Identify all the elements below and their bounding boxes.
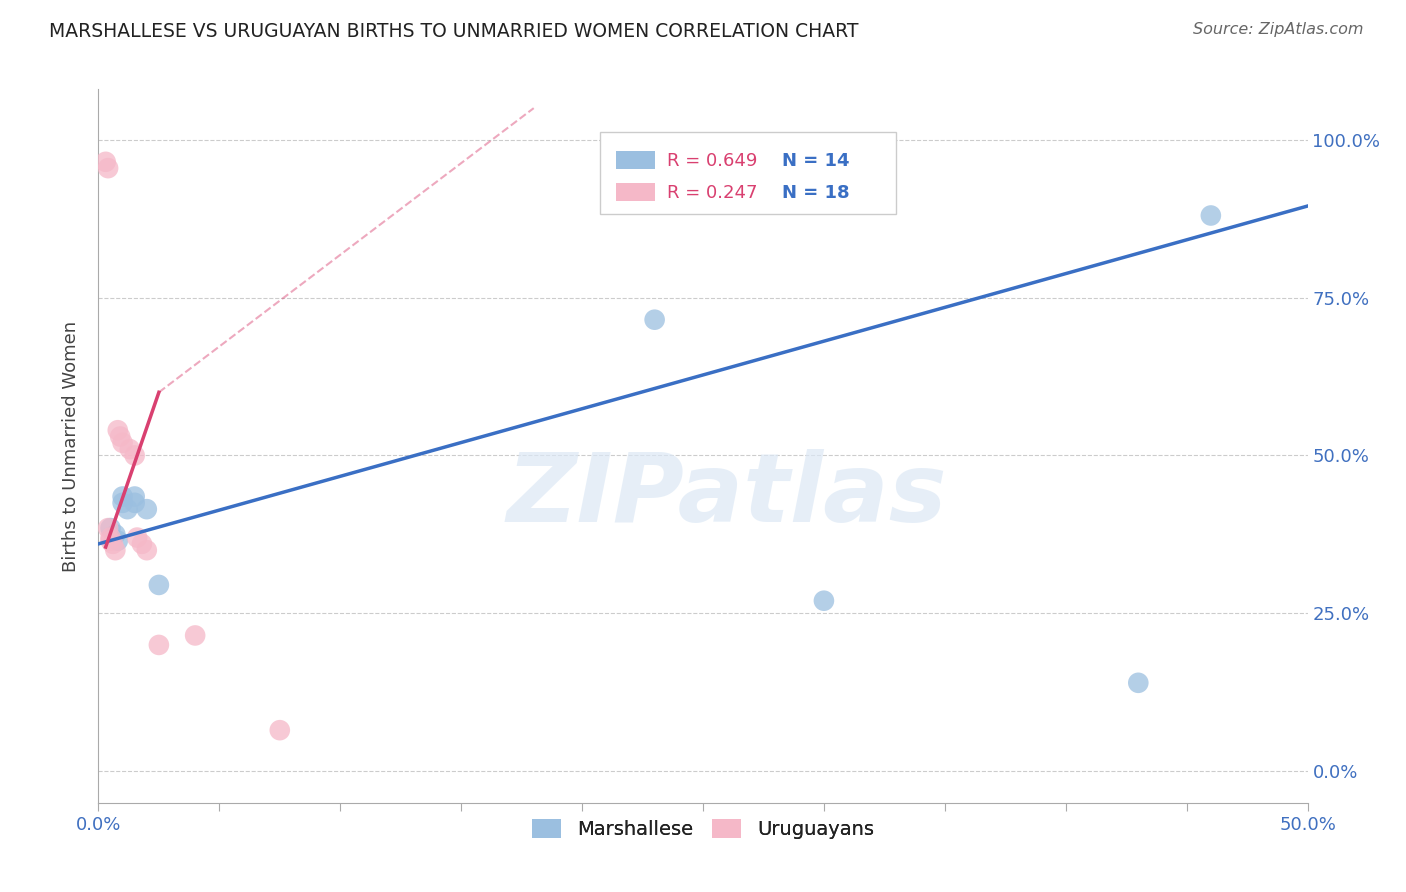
Point — [184, 628, 207, 642]
Point — [104, 543, 127, 558]
Point — [135, 502, 157, 516]
Point — [101, 537, 124, 551]
Point — [644, 312, 666, 326]
Point — [135, 543, 157, 558]
Point — [1128, 675, 1150, 690]
Text: Source: ZipAtlas.com: Source: ZipAtlas.com — [1194, 22, 1364, 37]
Text: R = 0.649: R = 0.649 — [666, 152, 756, 169]
Point — [124, 490, 146, 504]
Text: N = 14: N = 14 — [782, 152, 849, 169]
Point — [118, 442, 141, 457]
Point — [104, 527, 127, 541]
Point — [97, 521, 120, 535]
Point — [100, 531, 122, 545]
Point — [111, 496, 134, 510]
FancyBboxPatch shape — [616, 183, 655, 202]
Point — [108, 429, 131, 443]
Point — [148, 578, 170, 592]
Point — [100, 521, 122, 535]
Point — [813, 593, 835, 607]
FancyBboxPatch shape — [616, 151, 655, 169]
Point — [97, 161, 120, 175]
Point — [111, 490, 134, 504]
Text: R = 0.247: R = 0.247 — [666, 184, 758, 202]
Text: MARSHALLESE VS URUGUAYAN BIRTHS TO UNMARRIED WOMEN CORRELATION CHART: MARSHALLESE VS URUGUAYAN BIRTHS TO UNMAR… — [49, 22, 859, 41]
Point — [148, 638, 170, 652]
Point — [107, 533, 129, 548]
Point — [107, 423, 129, 437]
Point — [117, 502, 139, 516]
Point — [124, 496, 146, 510]
Point — [94, 154, 117, 169]
FancyBboxPatch shape — [600, 132, 897, 214]
Y-axis label: Births to Unmarried Women: Births to Unmarried Women — [62, 320, 80, 572]
Point — [100, 533, 122, 548]
Text: N = 18: N = 18 — [782, 184, 849, 202]
Point — [269, 723, 291, 738]
Point — [127, 531, 149, 545]
Legend: Marshallese, Uruguayans: Marshallese, Uruguayans — [524, 811, 882, 847]
Point — [1199, 209, 1222, 223]
Point — [131, 537, 153, 551]
Point — [111, 435, 134, 450]
Point — [124, 449, 146, 463]
Text: ZIPatlas: ZIPatlas — [508, 450, 948, 542]
